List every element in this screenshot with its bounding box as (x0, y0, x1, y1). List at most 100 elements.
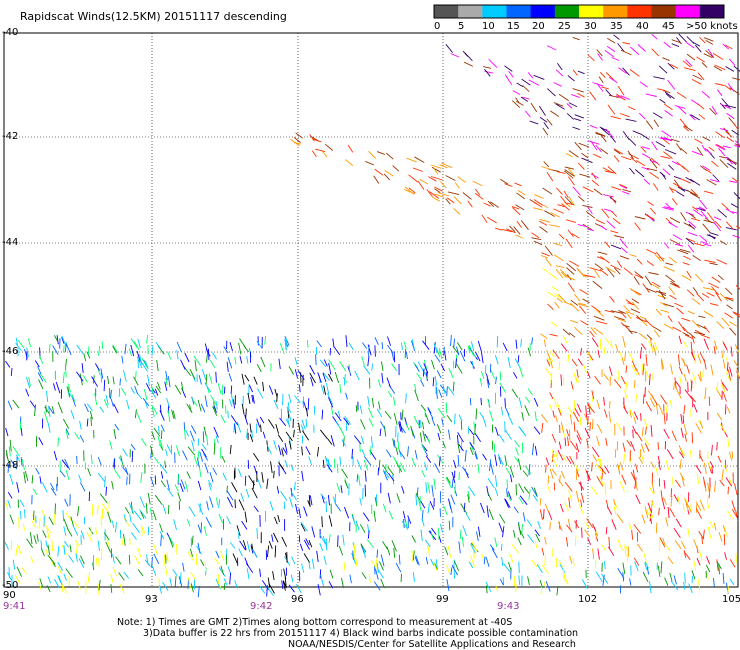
wind-barb (697, 579, 701, 591)
wind-barb (399, 420, 403, 433)
wind-barb (679, 118, 688, 129)
lon-label-99: 99 (436, 594, 449, 605)
wind-barb (203, 426, 207, 437)
wind-barb (343, 417, 350, 426)
wind-barb (530, 102, 538, 113)
wind-barb (260, 424, 262, 433)
wind-barb (355, 405, 358, 413)
wind-barb (415, 555, 420, 566)
wind-barb (721, 422, 723, 431)
wind-barb (278, 460, 281, 469)
wind-barb (640, 413, 642, 421)
wind-barb (374, 497, 378, 507)
wind-barb (418, 499, 422, 512)
wind-barb (137, 569, 144, 577)
wind-barb (284, 576, 287, 589)
wind-barb (597, 53, 603, 61)
wind-barb (591, 179, 600, 187)
wind-barb (649, 158, 658, 169)
lon-label-90: 90 (3, 590, 16, 601)
wind-barb (549, 224, 561, 228)
wind-barb (655, 522, 658, 534)
wind-barb (450, 53, 460, 58)
wind-barb (625, 382, 628, 391)
wind-barb (246, 428, 248, 439)
wind-barb (642, 363, 645, 376)
wind-barb (546, 172, 554, 182)
wind-barb (703, 37, 714, 42)
wind-barb (605, 266, 616, 273)
wind-barb (86, 418, 89, 427)
wind-barb (507, 491, 512, 500)
wind-barb (591, 390, 595, 400)
wind-barb (694, 242, 705, 247)
wind-barb (539, 498, 542, 506)
wind-barb (680, 212, 687, 222)
wind-barb (436, 370, 442, 379)
wind-barb (374, 168, 384, 176)
wind-barb (584, 529, 590, 537)
wind-barb (653, 342, 659, 352)
wind-barb (519, 495, 528, 505)
wind-barb (373, 510, 376, 522)
wind-barb (620, 49, 632, 56)
wind-barb (154, 494, 163, 505)
wind-barb (72, 524, 79, 536)
wind-barb (414, 450, 418, 460)
wind-barb (467, 494, 470, 503)
wind-barb (599, 458, 602, 468)
wind-barb (498, 433, 505, 443)
wind-barb (329, 569, 334, 579)
wind-barb (671, 39, 682, 44)
wind-barb (339, 361, 347, 372)
wind-barb (556, 402, 562, 414)
wind-barb (611, 57, 620, 61)
wind-barb (129, 514, 132, 523)
wind-barb (393, 351, 396, 363)
wind-barb (633, 557, 640, 566)
wind-barb (31, 520, 37, 528)
wind-barb (477, 463, 480, 474)
wind-barb (691, 79, 702, 85)
wind-barb (667, 507, 670, 518)
wind-barb (542, 127, 549, 136)
wind-barb (709, 461, 714, 468)
wind-barb (594, 375, 601, 385)
wind-barb (256, 527, 258, 539)
wind-barb (683, 405, 686, 415)
wind-barb (381, 361, 384, 371)
wind-barb (429, 500, 435, 510)
wind-barb (469, 447, 474, 456)
wind-barb (234, 424, 237, 434)
wind-barb (121, 355, 124, 364)
wind-barb (106, 538, 111, 548)
wind-barb (635, 394, 638, 403)
wind-barb (65, 344, 72, 356)
wind-barb (494, 454, 498, 466)
wind-barb (502, 342, 508, 352)
wind-barb (199, 451, 204, 462)
wind-barb (704, 387, 707, 400)
wind-barb (9, 514, 15, 525)
wind-barb (655, 290, 667, 295)
wind-barb (678, 321, 686, 332)
wind-barb (690, 178, 701, 186)
wind-barb (474, 351, 481, 362)
wind-barb (631, 298, 640, 304)
wind-barb (629, 167, 635, 175)
wind-barb (692, 41, 701, 47)
wind-barb (266, 585, 268, 597)
wind-barb (498, 456, 502, 465)
wind-barb (715, 131, 725, 139)
wind-barb (126, 476, 128, 485)
wind-barb (97, 583, 100, 595)
wind-barb (607, 38, 616, 44)
wind-barb (180, 359, 186, 370)
wind-barb (256, 363, 262, 373)
wind-barb (423, 359, 428, 370)
wind-barb (634, 274, 644, 279)
wind-barb (239, 540, 247, 551)
wind-barb (74, 521, 80, 529)
wind-barb (694, 331, 706, 336)
wind-barb (625, 118, 637, 122)
